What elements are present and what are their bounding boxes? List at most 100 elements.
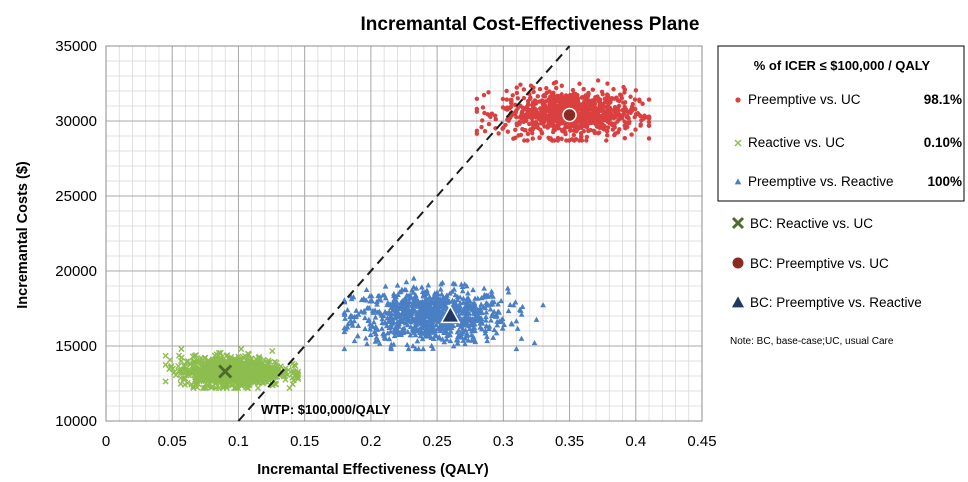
data-point <box>444 332 450 339</box>
data-point <box>551 90 556 96</box>
data-point <box>372 338 379 344</box>
data-point <box>505 107 510 112</box>
data-point <box>579 95 585 100</box>
x-stroke <box>232 384 240 391</box>
data-point <box>513 318 520 324</box>
data-point <box>584 134 590 140</box>
data-point <box>530 103 536 108</box>
data-point <box>638 113 643 119</box>
x-stroke <box>211 372 218 379</box>
data-point <box>478 315 484 321</box>
x-tick-label: 0.35 <box>555 433 584 450</box>
data-point <box>412 317 419 323</box>
data-point <box>422 320 429 326</box>
chart-title: Incremantal Cost-Effectiveness Plane <box>361 14 700 35</box>
data-point <box>551 127 556 133</box>
data-point <box>417 333 424 339</box>
data-point <box>392 313 399 319</box>
data-point <box>216 355 224 362</box>
x-stroke <box>266 366 273 374</box>
data-point <box>465 290 471 296</box>
data-point <box>503 122 508 128</box>
data-point <box>480 105 486 110</box>
data-point <box>551 81 557 86</box>
data-point <box>622 123 628 128</box>
data-point <box>341 328 348 335</box>
data-point <box>393 298 399 305</box>
data-point <box>515 96 521 101</box>
data-point <box>223 352 230 360</box>
legend-series-label: Preemptive vs. Reactive <box>748 174 894 189</box>
data-point <box>399 318 406 325</box>
data-point <box>540 106 546 112</box>
data-point <box>424 287 430 293</box>
data-point <box>454 293 461 300</box>
data-point <box>291 361 298 369</box>
data-point <box>401 328 408 335</box>
data-point <box>592 130 598 136</box>
data-point <box>492 113 498 118</box>
data-point <box>406 295 413 301</box>
data-point <box>622 90 627 95</box>
data-point <box>563 131 568 137</box>
data-point <box>397 330 404 337</box>
data-point <box>464 331 471 337</box>
data-point <box>409 287 415 293</box>
data-point <box>402 301 409 307</box>
x-stroke <box>258 377 266 384</box>
data-point <box>241 370 248 377</box>
x-stroke <box>205 363 212 370</box>
base-case-layer <box>218 107 577 379</box>
data-point <box>500 126 505 131</box>
x-stroke <box>256 373 263 380</box>
data-point <box>584 138 589 143</box>
data-point <box>403 292 410 298</box>
x-stroke <box>162 378 169 385</box>
data-point <box>341 345 348 352</box>
data-point <box>604 138 609 143</box>
data-point <box>447 328 454 334</box>
legend-marker <box>734 139 742 147</box>
data-point <box>425 282 432 288</box>
x-stroke <box>290 369 297 376</box>
data-point <box>397 299 404 306</box>
data-point <box>433 309 439 315</box>
data-point <box>505 307 512 314</box>
data-point <box>489 298 495 305</box>
data-point <box>181 381 189 388</box>
data-point <box>542 94 548 99</box>
data-point <box>525 138 530 143</box>
data-point <box>582 99 587 104</box>
data-point <box>269 370 276 378</box>
data-point <box>245 351 252 358</box>
data-point <box>553 85 559 91</box>
x-stroke <box>199 384 207 392</box>
data-point <box>400 309 407 315</box>
data-point <box>440 297 447 303</box>
data-point <box>466 298 473 304</box>
data-point <box>418 284 425 290</box>
data-point <box>395 291 401 298</box>
legend-percent: 100% <box>927 174 962 189</box>
data-point <box>250 360 257 367</box>
data-point <box>531 89 536 95</box>
data-point <box>537 86 543 92</box>
x-stroke <box>209 356 217 363</box>
data-point <box>528 96 533 102</box>
x-stroke <box>294 375 302 383</box>
x-stroke <box>224 359 231 366</box>
x-stroke <box>206 375 213 382</box>
data-point <box>501 321 507 327</box>
data-point <box>633 88 639 93</box>
data-point <box>494 318 500 324</box>
data-point <box>488 291 495 297</box>
x-stroke <box>260 364 268 372</box>
data-point <box>595 78 601 83</box>
data-point <box>550 138 555 143</box>
data-point <box>510 93 515 98</box>
data-point <box>553 104 558 109</box>
data-point <box>438 320 444 327</box>
data-point <box>592 98 598 103</box>
data-point <box>571 91 576 96</box>
data-point <box>244 384 251 392</box>
